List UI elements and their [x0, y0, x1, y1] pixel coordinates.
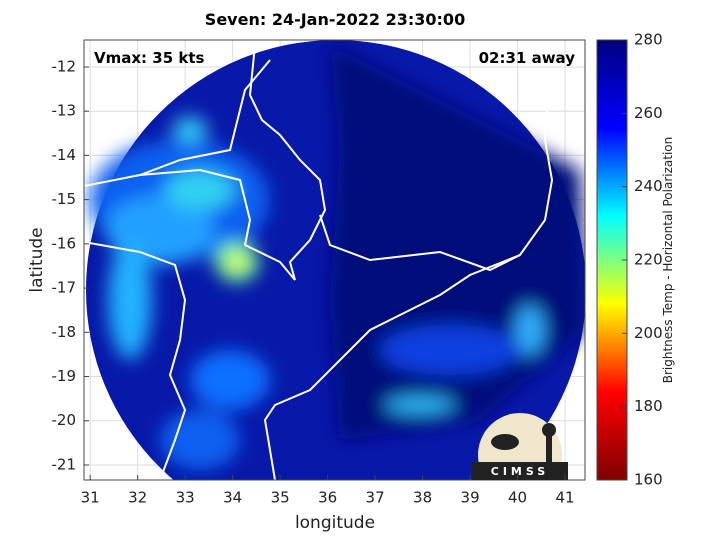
colorbar-tick-label: 280 — [634, 31, 663, 49]
x-tick-label: 32 — [128, 489, 147, 507]
x-tick-label: 38 — [413, 489, 432, 507]
y-tick-label: -12 — [52, 57, 77, 75]
colorbar-tick-label: 200 — [634, 324, 663, 342]
colorbar-tick-label: 160 — [634, 471, 663, 489]
colorbar-tick-label: 220 — [634, 251, 663, 269]
y-tick-label: -17 — [52, 279, 77, 297]
x-tick-label: 40 — [508, 489, 527, 507]
x-tick-label: 31 — [81, 489, 100, 507]
colorbar-tick-label: 240 — [634, 177, 663, 195]
satellite-image — [84, 40, 585, 480]
colorbar-tick-label: 180 — [634, 397, 663, 415]
y-tick-label: -15 — [52, 190, 77, 208]
x-tick-label: 39 — [461, 489, 480, 507]
logo-text: CIMSS — [491, 465, 549, 478]
y-tick-label: -13 — [52, 102, 77, 120]
y-tick-label: -20 — [52, 411, 77, 429]
vmax-annotation: Vmax: 35 kts — [94, 49, 204, 67]
x-tick-label: 35 — [271, 489, 290, 507]
x-tick-label: 36 — [318, 489, 337, 507]
y-tick-label: -14 — [52, 146, 77, 164]
y-tick-label: -19 — [52, 367, 77, 385]
y-tick-label: -16 — [52, 234, 77, 252]
colorbar-label: Brightness Temp - Horizontal Polarizatio… — [661, 137, 675, 384]
x-tick-label: 41 — [556, 489, 575, 507]
y-axis-label: latitude — [27, 227, 47, 292]
colorbar-tick-label: 260 — [634, 104, 663, 122]
x-axis-label: longitude — [295, 513, 375, 533]
y-tick-label: -21 — [52, 455, 77, 473]
logo — [472, 413, 568, 480]
x-tick-label: 33 — [176, 489, 195, 507]
time-annotation: 02:31 away — [479, 49, 576, 67]
x-tick-label: 37 — [366, 489, 385, 507]
y-tick-label: -18 — [52, 323, 77, 341]
chart-title: Seven: 24-Jan-2022 23:30:00 — [205, 10, 465, 29]
plot-frame — [83, 39, 586, 481]
x-tick-label: 34 — [223, 489, 242, 507]
